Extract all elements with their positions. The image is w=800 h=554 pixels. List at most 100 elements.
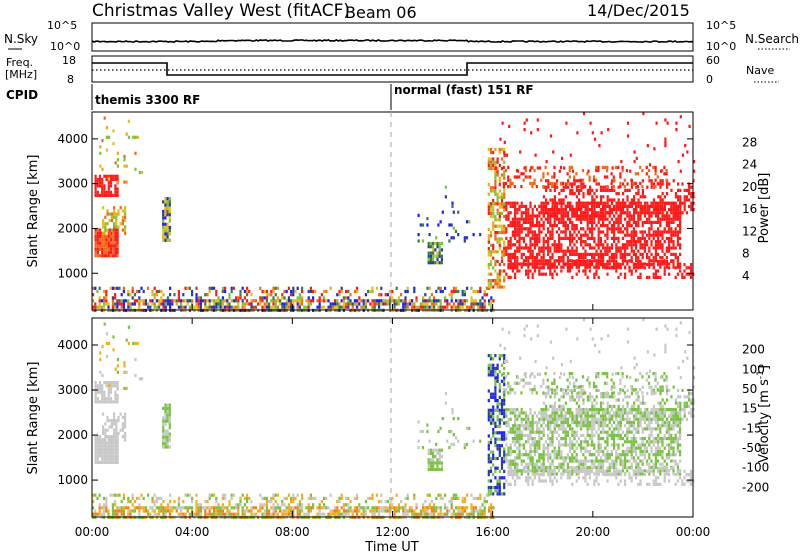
power-cell — [633, 150, 636, 154]
velocity-cell — [114, 397, 117, 401]
velocity-cell — [492, 363, 495, 367]
power-cell — [455, 299, 458, 303]
velocity-cell — [500, 434, 504, 438]
power-cell — [676, 265, 679, 269]
power-cell — [595, 204, 598, 208]
power-cell — [681, 275, 684, 279]
velocity-cell — [558, 433, 561, 437]
velocity-cell — [492, 453, 495, 457]
power-cell — [162, 222, 165, 226]
power-cell — [516, 249, 519, 253]
velocity-cell — [553, 430, 556, 434]
velocity-cell — [389, 506, 392, 510]
power-cell — [514, 266, 517, 270]
power-cell — [408, 299, 411, 303]
velocity-cell — [380, 493, 383, 497]
velocity-cell — [116, 364, 119, 368]
velocity-cell — [144, 509, 147, 513]
velocity-cell — [580, 440, 583, 444]
power-cell — [440, 254, 443, 258]
power-cell — [633, 195, 636, 199]
velocity-cell — [281, 509, 284, 513]
velocity-cell — [452, 433, 455, 437]
velocity-cell — [94, 387, 97, 391]
power-cell — [496, 231, 499, 235]
power-cell — [551, 230, 554, 234]
velocity-cell — [496, 485, 499, 490]
power-cell — [434, 241, 437, 246]
power-cell — [668, 262, 671, 266]
power-cell — [566, 262, 569, 266]
power-cell — [551, 181, 554, 185]
power-cell — [647, 175, 651, 179]
power-cell — [588, 243, 591, 247]
velocity-cell — [555, 417, 558, 421]
power-cell — [98, 228, 102, 232]
power-cell — [235, 299, 238, 303]
power-cell — [489, 272, 493, 276]
power-cell — [628, 259, 631, 263]
velocity-cell — [531, 449, 534, 454]
velocity-cell — [551, 449, 554, 454]
power-cell — [522, 236, 525, 240]
velocity-cell — [511, 408, 514, 412]
noise-panel: N.Sky 10^5 10^0 10^5 10^0 N.Search — [4, 19, 799, 53]
velocity-cell — [119, 428, 122, 432]
velocity-cell — [92, 512, 95, 516]
power-cell — [375, 299, 378, 303]
velocity-cell — [164, 410, 167, 414]
velocity-cell — [500, 408, 504, 412]
power-cell — [116, 231, 119, 235]
velocity-cell — [562, 469, 565, 473]
velocity-cell — [371, 512, 374, 516]
power-cell — [597, 246, 600, 250]
velocity-cell — [542, 430, 545, 434]
velocity-cell — [511, 459, 514, 463]
power-cell — [547, 208, 550, 212]
velocity-cell — [487, 370, 490, 374]
power-cell — [455, 289, 458, 294]
power-cell — [140, 286, 143, 290]
power-cell — [487, 272, 490, 276]
power-cell — [492, 256, 495, 260]
velocity-cell — [538, 440, 541, 444]
velocity-cell — [459, 506, 462, 510]
power-cell — [542, 214, 545, 218]
velocity-cell — [109, 444, 113, 448]
power-cell — [654, 211, 657, 215]
velocity-cell — [406, 496, 409, 500]
velocity-cell — [287, 493, 290, 497]
power-cell — [115, 225, 118, 229]
velocity-cell — [419, 512, 422, 516]
power-cell — [498, 147, 501, 151]
power-cell — [144, 299, 147, 303]
velocity-cell — [162, 445, 165, 449]
velocity-cell — [450, 496, 453, 500]
velocity-cell — [96, 457, 99, 461]
power-cell — [563, 166, 566, 170]
power-cell — [586, 236, 589, 240]
power-cell — [575, 252, 578, 256]
power-cell — [496, 211, 499, 215]
power-cell — [595, 214, 598, 218]
power-cell — [362, 305, 365, 309]
power-cell — [301, 296, 304, 300]
power-cell — [527, 230, 530, 234]
velocity-cell — [481, 503, 484, 507]
velocity-cell — [384, 500, 387, 504]
power-cell — [166, 235, 169, 239]
power-cell — [599, 249, 602, 253]
velocity-cell — [555, 472, 558, 476]
velocity-cell — [507, 462, 510, 466]
power-cell — [542, 201, 545, 205]
power-cell — [116, 234, 119, 239]
velocity-cell — [120, 512, 123, 516]
velocity-cell — [428, 493, 431, 497]
velocity-cell — [168, 445, 171, 449]
velocity-cell — [228, 503, 231, 507]
power-cell — [520, 252, 523, 256]
velocity-cell — [140, 506, 143, 510]
power-cell — [113, 206, 116, 210]
power-cell — [105, 148, 108, 152]
power-cell — [511, 256, 514, 260]
